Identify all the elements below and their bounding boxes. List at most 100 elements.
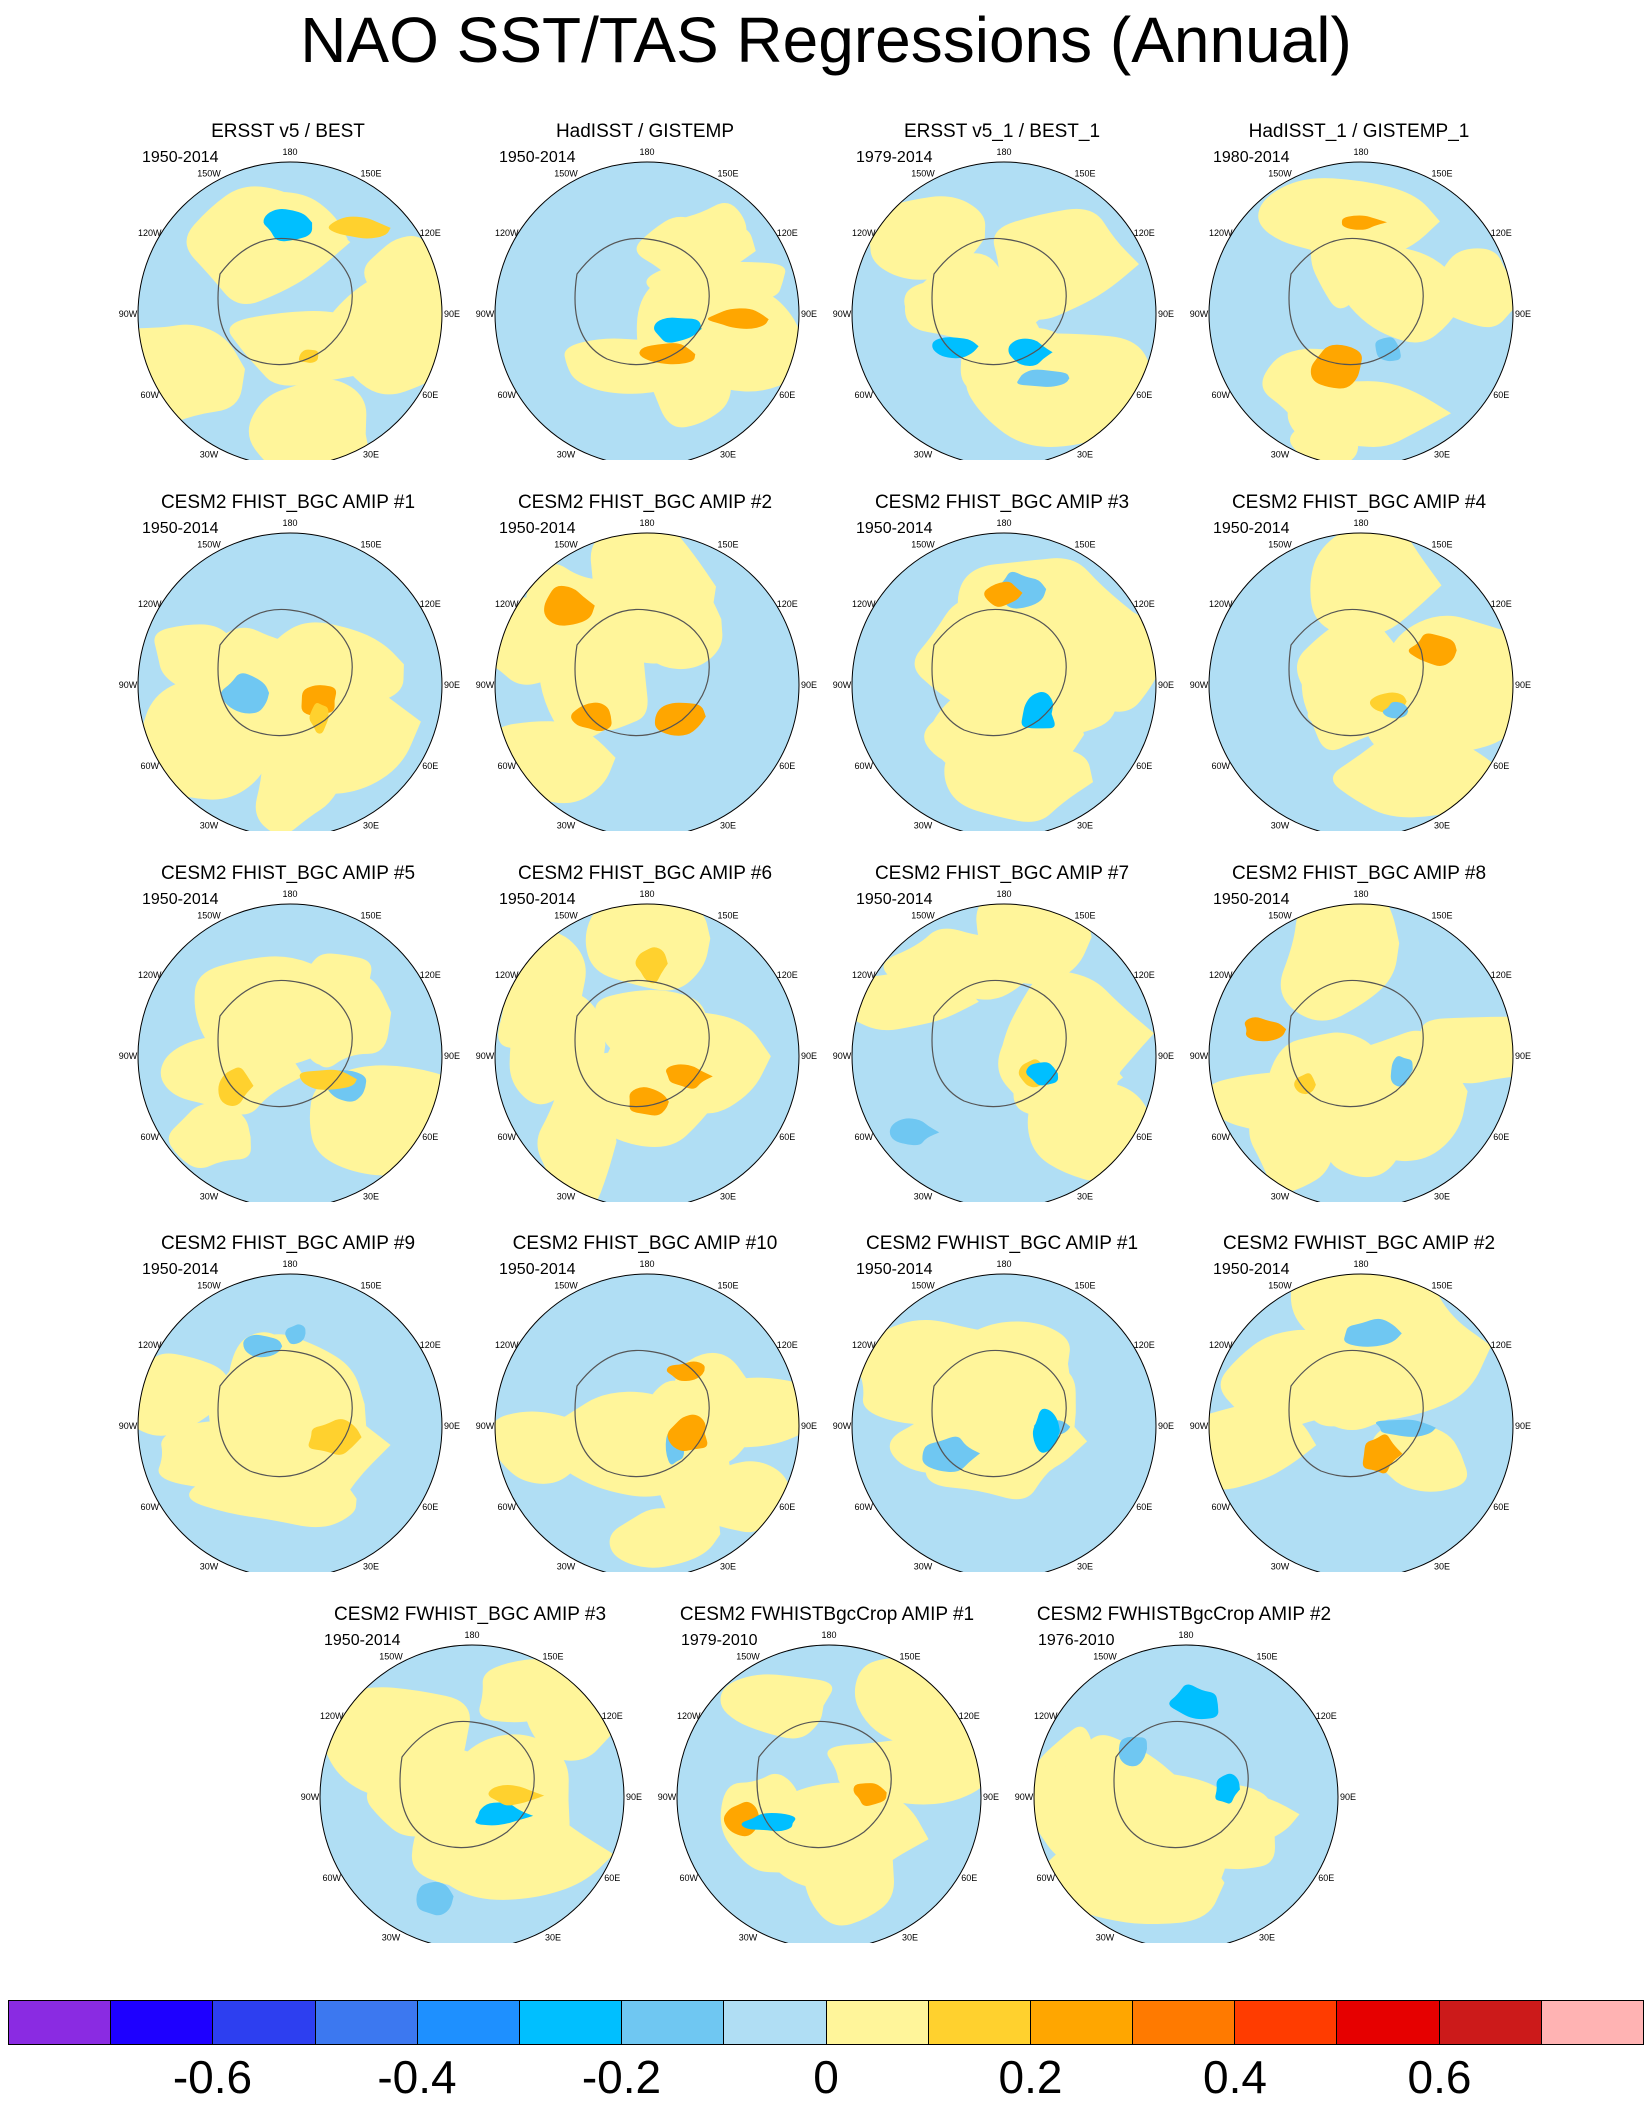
longitude-label: 120W xyxy=(852,970,876,980)
map-field xyxy=(495,904,799,1202)
panel-years: 1950-2014 xyxy=(142,149,219,166)
contour-region xyxy=(571,702,612,732)
longitude-label: 60W xyxy=(1036,1873,1055,1883)
longitude-label: 60W xyxy=(140,1502,159,1512)
longitude-label: 150W xyxy=(1268,169,1292,179)
panel-years: 1950-2014 xyxy=(499,891,576,908)
colorbar-tick-label: 0 xyxy=(813,2051,839,2103)
contour-region xyxy=(1215,1773,1240,1804)
longitude-label: 150E xyxy=(1074,1281,1095,1291)
longitude-label: 150E xyxy=(360,169,381,179)
contour-region xyxy=(328,216,391,239)
longitude-label: 90W xyxy=(301,1792,320,1802)
longitude-label: 30E xyxy=(1077,1191,1093,1201)
map-border xyxy=(494,161,800,460)
contour-region xyxy=(263,209,313,242)
longitude-label: 120E xyxy=(777,970,798,980)
longitude-label: 150E xyxy=(1074,911,1095,921)
longitude-label: 60W xyxy=(140,761,159,771)
longitude-label: 30E xyxy=(363,820,379,830)
coastline xyxy=(217,608,353,737)
longitude-label: 150E xyxy=(1431,911,1452,921)
contour-region xyxy=(299,1069,357,1090)
contour-region xyxy=(1341,215,1387,230)
longitude-label: 180 xyxy=(639,147,654,157)
map-panel: 180150E120E90E60E30E030W60W90W120W150WCE… xyxy=(1179,491,1539,831)
longitude-label: 30E xyxy=(545,1932,561,1942)
longitude-label: 90W xyxy=(476,1421,495,1431)
contour-region xyxy=(636,216,756,286)
coastline xyxy=(574,237,710,366)
longitude-label: 180 xyxy=(282,889,297,899)
longitude-label: 30E xyxy=(720,1191,736,1201)
longitude-label: 150W xyxy=(197,1281,221,1291)
coastline xyxy=(931,608,1067,737)
map-panel: 180150E120E90E60E30E030W60W90W120W150WCE… xyxy=(108,1232,468,1572)
polar-map: 180150E120E90E60E30E030W60W90W120W150W xyxy=(1190,518,1531,831)
longitude-label: 90E xyxy=(1158,1051,1174,1061)
contour-region xyxy=(1310,344,1362,389)
map-panel: 180150E120E90E60E30E030W60W90W120W150WCE… xyxy=(1004,1603,1364,1943)
longitude-label: 150W xyxy=(554,911,578,921)
contour-region xyxy=(495,1411,586,1484)
longitude-label: 150W xyxy=(554,169,578,179)
map-border xyxy=(137,1273,443,1572)
longitude-label: 150E xyxy=(1074,169,1095,179)
coastline xyxy=(574,608,710,737)
contour-region xyxy=(654,317,702,343)
contour-region xyxy=(1435,248,1513,328)
contour-region xyxy=(247,664,421,794)
longitude-label: 120W xyxy=(677,1711,701,1721)
contour-region xyxy=(1362,1434,1403,1474)
longitude-label: 120W xyxy=(852,228,876,238)
longitude-label: 120E xyxy=(420,599,441,609)
longitude-label: 150W xyxy=(1268,911,1292,921)
longitude-label: 90E xyxy=(983,1792,999,1802)
longitude-label: 90E xyxy=(1515,1421,1531,1431)
map-field xyxy=(852,904,1156,1202)
longitude-label: 90W xyxy=(119,1421,138,1431)
colorbar-swatch xyxy=(825,2000,929,2045)
longitude-label: 90E xyxy=(444,1051,460,1061)
contour-region xyxy=(143,701,310,783)
contour-region xyxy=(764,1782,929,1891)
longitude-label: 120E xyxy=(420,228,441,238)
contour-region xyxy=(1169,1684,1219,1720)
contour-region xyxy=(1370,1421,1468,1492)
longitude-label: 60E xyxy=(1318,1873,1334,1883)
panel-title: CESM2 FHIST_BGC AMIP #9 xyxy=(160,1233,416,1254)
map-panel: 180150E120E90E60E30E030W60W90W120W150WCE… xyxy=(465,1232,825,1572)
longitude-label: 90W xyxy=(119,1051,138,1061)
polar-map: 180150E120E90E60E30E030W60W90W120W150W xyxy=(1190,889,1531,1202)
longitude-label: 90W xyxy=(476,1051,495,1061)
longitude-label: 60E xyxy=(1136,1502,1152,1512)
map-field xyxy=(138,162,442,460)
contour-region xyxy=(639,343,696,365)
polar-map: 180150E120E90E60E30E030W60W90W120W150W xyxy=(119,147,460,460)
contour-region xyxy=(509,991,606,1105)
map-border xyxy=(137,161,443,460)
map-panel: 180150E120E90E60E30E030W60W90W120W150WCE… xyxy=(1179,862,1539,1202)
map-field xyxy=(852,533,1156,831)
longitude-label: 180 xyxy=(282,518,297,528)
longitude-label: 120W xyxy=(495,599,519,609)
longitude-label: 30E xyxy=(1434,1561,1450,1571)
panel-years: 1950-2014 xyxy=(142,1261,219,1278)
longitude-label: 60E xyxy=(779,390,795,400)
longitude-label: 120E xyxy=(602,1711,623,1721)
map-border xyxy=(137,532,443,831)
longitude-label: 120E xyxy=(777,228,798,238)
map-panel: 180150E120E90E60E30E030W60W90W120W150WCE… xyxy=(822,862,1182,1202)
polar-map: 180150E120E90E60E30E030W60W90W120W150W xyxy=(833,518,1174,831)
longitude-label: 60W xyxy=(854,1132,873,1142)
longitude-label: 30E xyxy=(363,1561,379,1571)
map-panel: 180150E120E90E60E30E030W60W90W120W150WCE… xyxy=(290,1603,650,1943)
longitude-label: 30W xyxy=(557,1561,576,1571)
longitude-label: 30W xyxy=(1096,1932,1115,1942)
polar-map: 180150E120E90E60E30E030W60W90W120W150W xyxy=(1015,1630,1356,1943)
map-field xyxy=(1209,1274,1513,1572)
panel-title: HadISST / GISTEMP xyxy=(555,121,735,142)
panel-title: ERSST v5_1 / BEST_1 xyxy=(903,121,1101,142)
contour-region xyxy=(904,278,1046,332)
longitude-label: 120E xyxy=(777,1340,798,1350)
